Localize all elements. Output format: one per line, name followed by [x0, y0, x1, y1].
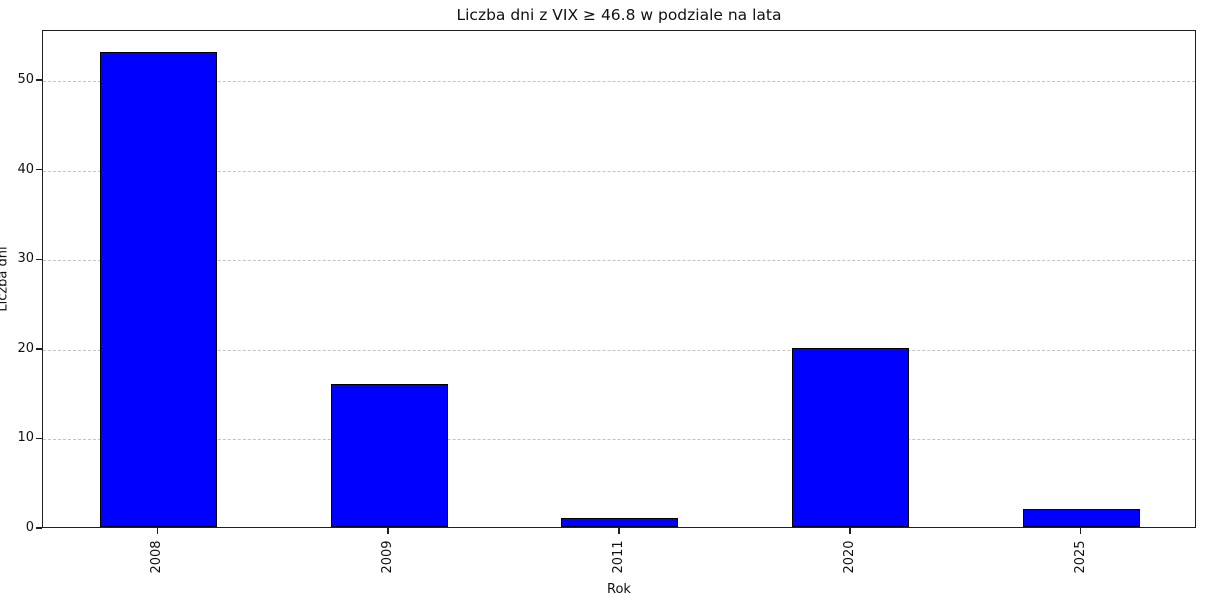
y-tick-mark-10: [36, 437, 42, 440]
y-tick-label-10: 10: [17, 430, 34, 446]
x-tick-mark-2011: [618, 528, 620, 534]
y-tick-label-20: 20: [17, 340, 34, 356]
y-tick-mark-30: [36, 258, 42, 261]
plot-area: [42, 30, 1196, 528]
y-tick-label-40: 40: [17, 161, 34, 177]
y-tick-mark-0: [36, 527, 42, 529]
y-tick-label-0: 0: [25, 520, 34, 535]
x-tick-label-2025: 2025: [1072, 540, 1088, 574]
y-tick-mark-20: [36, 348, 42, 350]
y-tick-label-30: 30: [17, 251, 34, 267]
y-tick-label-50: 50: [17, 72, 34, 88]
chart-title: Liczba dni z VIX ≥ 46.8 w podziale na la…: [456, 6, 782, 24]
x-tick-mark-2008: [156, 528, 159, 534]
bar-2025: [1023, 509, 1141, 527]
x-tick-mark-2020: [849, 528, 851, 534]
bar-2009: [330, 383, 448, 527]
y-tick-mark-40: [36, 168, 42, 171]
bar-2020: [792, 347, 910, 527]
gridline-y-50: [43, 81, 1195, 83]
gridline-y-20: [43, 349, 1195, 351]
bar-2008: [99, 52, 217, 527]
gridline-y-30: [43, 260, 1195, 262]
x-tick-mark-2009: [387, 528, 389, 534]
x-tick-label-2020: 2020: [841, 540, 857, 574]
gridline-y-10: [43, 439, 1195, 441]
x-tick-label-2011: 2011: [611, 540, 626, 574]
x-tick-label-2008: 2008: [149, 540, 165, 574]
bar-2011: [561, 518, 679, 527]
x-tick-mark-2025: [1079, 528, 1082, 534]
y-tick-mark-50: [36, 79, 42, 81]
x-tick-label-2009: 2009: [380, 540, 396, 574]
x-axis-label: Rok: [607, 582, 631, 597]
gridline-y-40: [43, 170, 1195, 172]
